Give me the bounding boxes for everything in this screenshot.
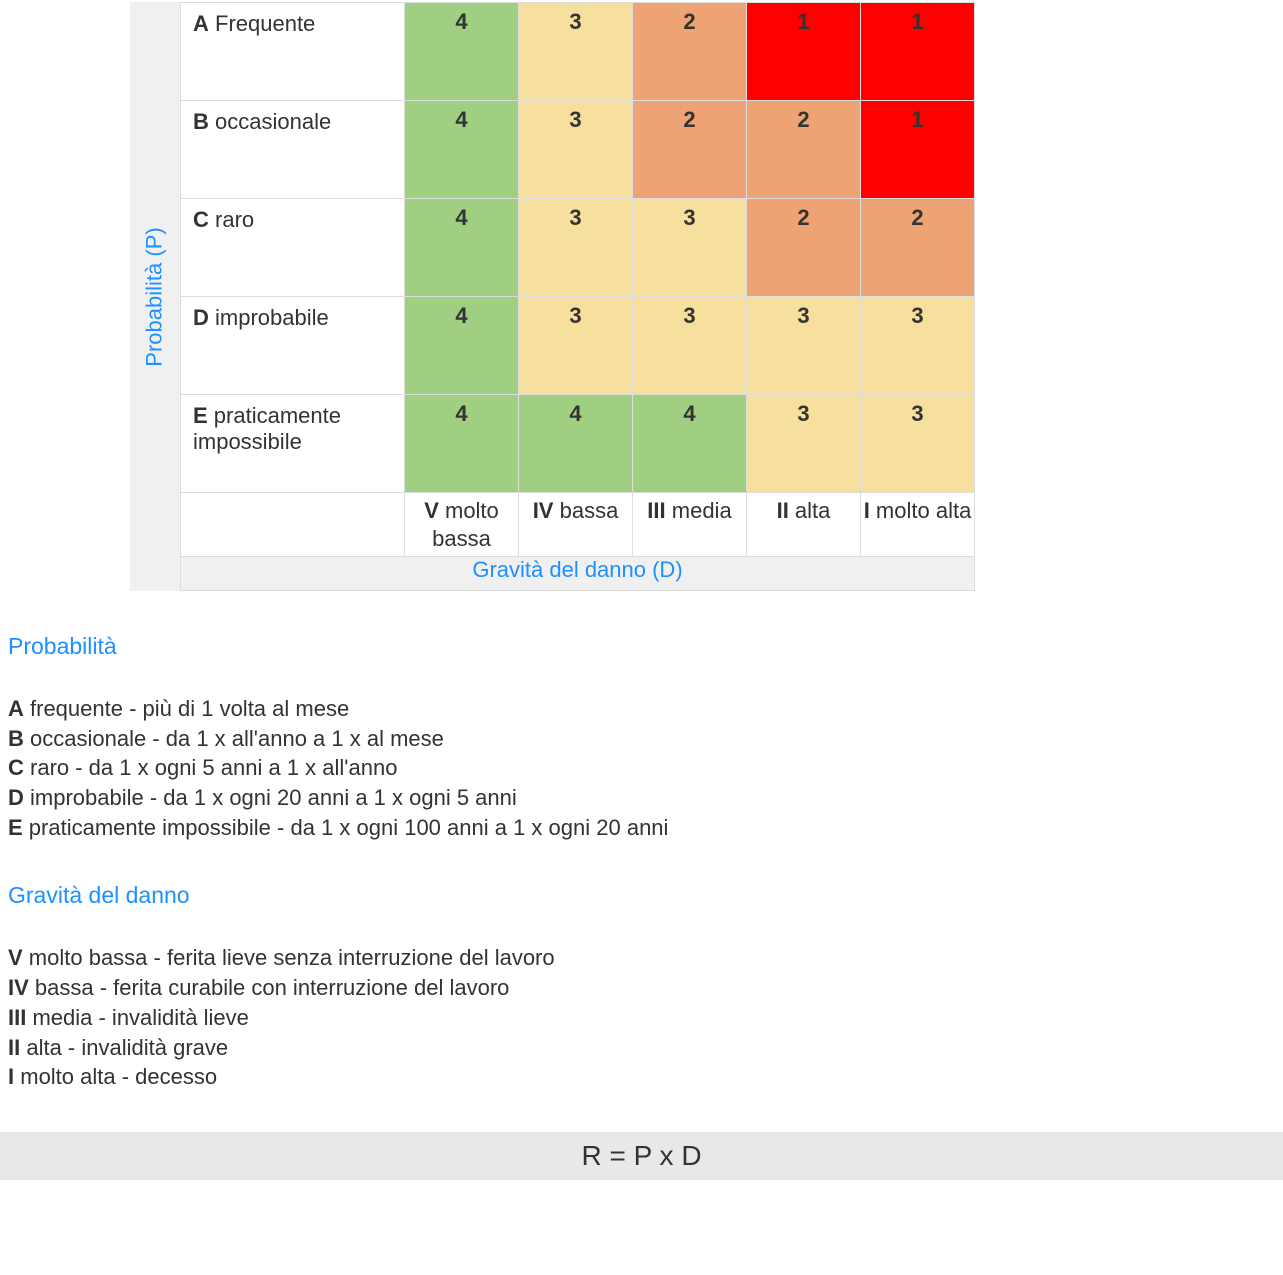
matrix-cell: 3 [633,199,747,297]
matrix-cell: 3 [747,297,861,395]
matrix-cell: 2 [747,101,861,199]
risk-matrix-container: Probabilità (P) A Frequente43211B occasi… [130,2,1283,591]
definition-code: I [8,1064,14,1089]
severity-heading: Gravità del danno [8,882,1275,909]
column-code: II [777,498,789,523]
matrix-row: C raro43322 [181,199,975,297]
definition-code: E [8,815,23,840]
definition-item: E praticamente impossibile - da 1 x ogni… [8,813,1275,843]
column-header: V molto bassa [405,493,519,557]
definition-code: II [8,1035,20,1060]
x-axis-row: Gravità del danno (D) [181,557,975,591]
matrix-cell: 3 [633,297,747,395]
matrix-cell: 3 [861,395,975,493]
definition-code: B [8,726,24,751]
matrix-cell: 2 [633,3,747,101]
definition-code: V [8,945,23,970]
severity-definitions: V molto bassa - ferita lieve senza inter… [8,943,1275,1091]
matrix-cell: 3 [519,297,633,395]
definition-code: III [8,1005,26,1030]
matrix-cell: 3 [861,297,975,395]
column-code: IV [533,498,554,523]
definition-code: IV [8,975,29,1000]
row-label: B occasionale [181,101,405,199]
matrix-row: A Frequente43211 [181,3,975,101]
definitions-section: Probabilità A frequente - più di 1 volta… [0,633,1283,1092]
matrix-row: E praticamente impossibile44433 [181,395,975,493]
row-code: A [193,11,209,36]
x-axis-label: Gravità del danno (D) [181,557,975,591]
risk-matrix-table: A Frequente43211B occasionale43221C raro… [180,2,975,591]
matrix-cell: 4 [405,297,519,395]
definition-code: A [8,696,24,721]
matrix-body: A Frequente43211B occasionale43221C raro… [181,3,975,591]
probability-definitions: A frequente - più di 1 volta al meseB oc… [8,694,1275,842]
matrix-cell: 3 [519,199,633,297]
definition-item: A frequente - più di 1 volta al mese [8,694,1275,724]
column-header: II alta [747,493,861,557]
definition-code: C [8,755,24,780]
row-code: E [193,403,208,428]
definition-item: C raro - da 1 x ogni 5 anni a 1 x all'an… [8,753,1275,783]
definition-item: V molto bassa - ferita lieve senza inter… [8,943,1275,973]
row-label: C raro [181,199,405,297]
definition-item: D improbabile - da 1 x ogni 20 anni a 1 … [8,783,1275,813]
definition-item: II alta - invalidità grave [8,1033,1275,1063]
y-axis-label: Probabilità (P) [142,227,168,366]
row-code: B [193,109,209,134]
row-label: A Frequente [181,3,405,101]
row-label: E praticamente impossibile [181,395,405,493]
formula-bar: R = P x D [0,1132,1283,1180]
column-header: III media [633,493,747,557]
column-header: I molto alta [861,493,975,557]
matrix-cell: 3 [747,395,861,493]
empty-corner [181,493,405,557]
definition-item: III media - invalidità lieve [8,1003,1275,1033]
definition-item: B occasionale - da 1 x all'anno a 1 x al… [8,724,1275,754]
matrix-cell: 2 [633,101,747,199]
matrix-row: B occasionale43221 [181,101,975,199]
matrix-cell: 4 [405,199,519,297]
matrix-cell: 2 [747,199,861,297]
matrix-row: D improbabile43333 [181,297,975,395]
definition-item: I molto alta - decesso [8,1062,1275,1092]
matrix-cell: 4 [405,101,519,199]
matrix-cell: 1 [861,101,975,199]
row-code: D [193,305,209,330]
definition-code: D [8,785,24,810]
probability-heading: Probabilità [8,633,1275,660]
matrix-cell: 2 [861,199,975,297]
matrix-cell: 4 [405,3,519,101]
matrix-cell: 3 [519,3,633,101]
matrix-cell: 3 [519,101,633,199]
column-header-row: V molto bassaIV bassaIII mediaII altaI m… [181,493,975,557]
matrix-cell: 4 [633,395,747,493]
column-code: V [424,498,439,523]
matrix-cell: 1 [861,3,975,101]
row-code: C [193,207,209,232]
matrix-cell: 1 [747,3,861,101]
row-label: D improbabile [181,297,405,395]
matrix-cell: 4 [519,395,633,493]
y-axis-wrap: Probabilità (P) [130,2,180,591]
column-code: I [864,498,870,523]
column-header: IV bassa [519,493,633,557]
definition-item: IV bassa - ferita curabile con interruzi… [8,973,1275,1003]
matrix-cell: 4 [405,395,519,493]
column-code: III [647,498,665,523]
